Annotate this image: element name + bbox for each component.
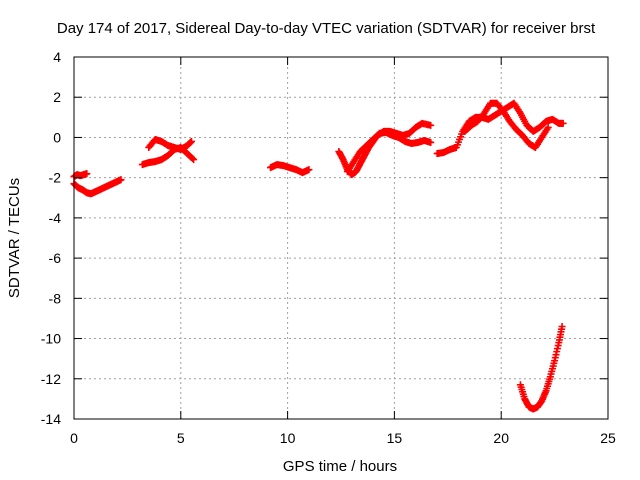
data-series <box>70 99 567 413</box>
y-tick-label: -10 <box>41 331 61 347</box>
x-tick-label: 5 <box>177 430 185 446</box>
data-point <box>190 156 198 164</box>
data-point <box>189 155 197 163</box>
data-point <box>427 138 435 146</box>
data-point <box>305 166 313 174</box>
series-seg8 <box>433 99 567 158</box>
series-seg2 <box>70 170 91 181</box>
x-tick-label: 20 <box>493 430 509 446</box>
series-seg4 <box>145 135 195 154</box>
y-tick-label: -8 <box>49 290 62 306</box>
series-seg5 <box>267 161 313 177</box>
data-point <box>427 121 435 129</box>
x-tick-labels: 0 5 10 15 20 25 <box>70 430 616 446</box>
x-tick-label: 0 <box>70 430 78 446</box>
series-seg7 <box>343 128 435 176</box>
y-axis-label: SDTVAR / TECUs <box>6 178 23 298</box>
series-seg1 <box>70 176 125 198</box>
y-tick-labels: -14 -12 -10 -8 -6 -4 -2 0 2 4 <box>41 49 61 427</box>
chart-title: Day 174 of 2017, Sidereal Day-to-day VTE… <box>57 20 596 37</box>
data-point <box>559 119 567 127</box>
series-seg3 <box>138 144 198 169</box>
data-point <box>544 123 552 131</box>
grid-lines <box>74 57 608 419</box>
y-tick-label: -14 <box>41 411 61 427</box>
x-tick-label: 10 <box>280 430 296 446</box>
y-tick-label: -6 <box>49 250 62 266</box>
y-tick-label: 0 <box>53 129 61 145</box>
plot-border <box>73 56 609 420</box>
y-tick-label: -2 <box>49 170 62 186</box>
y-tick-label: -4 <box>49 210 62 226</box>
x-tick-label: 15 <box>387 430 403 446</box>
series-seg9 <box>461 99 552 151</box>
x-tick-label: 25 <box>600 430 616 446</box>
y-tick-label: -12 <box>41 371 61 387</box>
plot-frame <box>73 56 609 420</box>
data-point <box>187 137 195 145</box>
data-point <box>558 322 566 330</box>
x-axis-label: GPS time / hours <box>283 458 397 475</box>
data-point <box>117 176 125 184</box>
y-tick-label: 2 <box>53 89 61 105</box>
series-seg10 <box>516 322 566 413</box>
y-tick-label: 4 <box>53 49 61 65</box>
data-point <box>83 170 91 178</box>
